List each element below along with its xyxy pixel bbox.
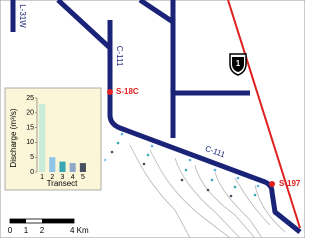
bar <box>59 161 66 172</box>
transect-points <box>103 132 260 198</box>
transect-point <box>229 194 233 198</box>
transect-point <box>253 193 257 197</box>
inset-chart: Discharge (m³/s) Transect 0 5 10 15 20 25 1 2 3 4… <box>4 87 102 191</box>
highway-label: 1 <box>236 59 241 68</box>
inset-frame <box>4 87 102 191</box>
x-tick-label: 1 <box>40 174 44 181</box>
transect-point <box>256 184 260 188</box>
scale-label: 1 <box>24 226 29 235</box>
y-tick-label: 20 <box>26 110 34 117</box>
x-tick-label: 5 <box>81 174 85 181</box>
transect-point <box>213 168 217 172</box>
x-axis-label: Transect <box>47 179 79 188</box>
bar <box>39 103 46 172</box>
bar <box>49 157 56 172</box>
y-tick-label: 0 <box>30 169 34 176</box>
highway <box>227 0 301 229</box>
scale-label: 2 <box>40 226 45 235</box>
scale-bar: 0 1 2 4 Km <box>8 218 89 235</box>
transect-point <box>210 178 214 182</box>
y-tick-label: 5 <box>30 154 34 161</box>
transect-point <box>188 158 192 162</box>
transect-point <box>206 188 210 192</box>
scale-label: 0 <box>8 226 13 235</box>
transect-point <box>110 150 114 154</box>
canal-label: C-111 <box>115 46 124 67</box>
transect-point <box>233 185 237 189</box>
transect-point <box>180 178 184 182</box>
map: 1 L-31W C-111 C-111 S-18C S-197 0 1 2 4 … <box>0 0 305 238</box>
transect-point <box>146 153 150 157</box>
y-tick-label: 15 <box>26 124 34 131</box>
structure-label: S-18C <box>116 87 139 96</box>
x-tick-label: 2 <box>50 174 54 181</box>
y-tick-label: 25 <box>26 95 34 102</box>
transect-point <box>150 144 154 148</box>
transect-point <box>184 168 188 172</box>
x-tick-label: 4 <box>71 174 75 181</box>
structure-label: S-197 <box>279 179 301 188</box>
streams <box>129 144 286 238</box>
transect-point <box>120 132 124 136</box>
scale-label: 4 Km <box>70 226 89 235</box>
y-tick-label: 10 <box>26 139 34 146</box>
transect-point <box>142 162 146 166</box>
bar <box>79 163 86 172</box>
y-axis-label: Discharge (m³/s) <box>9 108 18 167</box>
bar <box>69 163 76 172</box>
structure-marker <box>107 89 113 95</box>
x-tick-label: 3 <box>61 174 65 181</box>
canals <box>10 0 302 234</box>
transect-point <box>116 141 120 145</box>
transect-point <box>103 158 107 162</box>
structure-marker <box>269 181 275 187</box>
transect-point <box>236 176 240 180</box>
highway-shield: 1 <box>229 53 247 76</box>
canal-label: L-31W <box>18 4 27 28</box>
